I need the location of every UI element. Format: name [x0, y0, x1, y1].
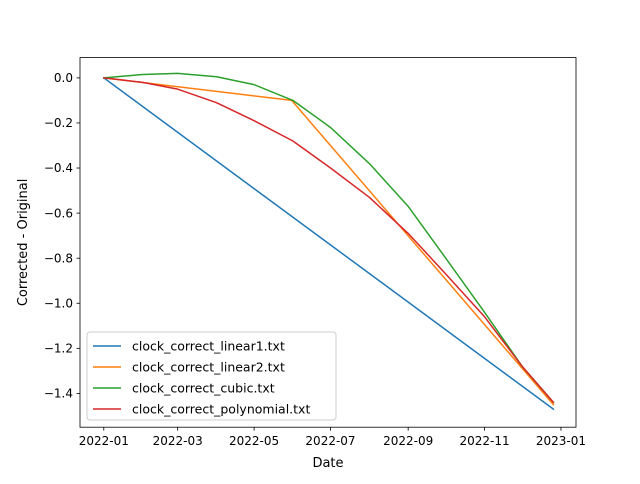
x-axis: 2022-01 2022-03 2022-05 2022-07 2022-09 2022-… — [79, 427, 586, 448]
series-layer — [102, 72, 555, 411]
y-tick-label: −0.2 — [44, 116, 73, 130]
y-tick-label: −1.4 — [44, 387, 73, 401]
y-tick-label: −0.4 — [44, 161, 73, 175]
x-tick-label: 2022-03 — [153, 434, 203, 448]
plot-frame — [79, 57, 577, 428]
y-tick-label: −0.8 — [44, 251, 73, 265]
legend-label: clock_correct_polynomial.txt — [132, 402, 310, 417]
x-tick-label: 2022-05 — [229, 434, 279, 448]
x-tick-label: 2022-01 — [79, 434, 129, 448]
legend-label: clock_correct_cubic.txt — [132, 381, 275, 396]
x-tick-label: 2022-11 — [459, 434, 509, 448]
y-tick-label: 0.0 — [54, 71, 73, 85]
y-axis-label: Corrected - Original — [16, 179, 31, 307]
series-line — [102, 76, 555, 411]
series-line — [102, 72, 555, 404]
y-axis: 0.0 −0.2 −0.4 −0.6 −0.8 −1.0 −1.2 −1.4 — [44, 71, 80, 401]
y-tick-label: −1.0 — [44, 296, 73, 310]
x-tick-label: 2023-01 — [536, 434, 586, 448]
legend-label: clock_correct_linear2.txt — [132, 360, 285, 375]
y-tick-label: −0.6 — [44, 206, 73, 220]
legend-box — [86, 331, 337, 421]
legend-label: clock_correct_linear1.txt — [132, 339, 285, 354]
x-axis-label: Date — [312, 456, 343, 471]
x-tick-label: 2022-09 — [383, 434, 433, 448]
legend-entries: clock_correct_linear1.txt clock_correct_l… — [93, 339, 310, 417]
series-line — [102, 77, 555, 404]
legend: clock_correct_linear1.txt clock_correct_l… — [86, 331, 337, 421]
y-tick-label: −1.2 — [44, 342, 73, 356]
x-tick-label: 2022-07 — [305, 434, 355, 448]
